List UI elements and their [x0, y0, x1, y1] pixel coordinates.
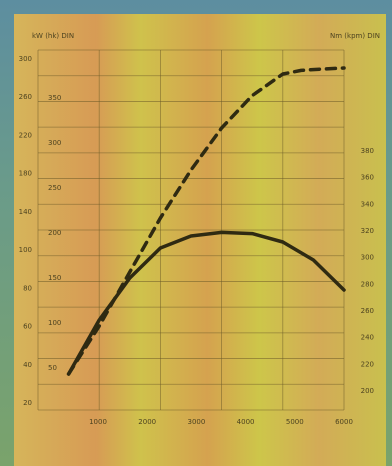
- left-tick-label: 220: [19, 131, 32, 139]
- left-tick-label: 60: [23, 323, 32, 331]
- right-tick-label: 360: [361, 174, 374, 182]
- series-line-1: [66, 230, 346, 376]
- right-tick-label: 220: [361, 360, 374, 368]
- bottom-tick-label: 4000: [237, 418, 255, 426]
- bottom-tick-label: 3000: [187, 418, 205, 426]
- right-tick-label: 380: [361, 147, 374, 155]
- right-tick-label: 320: [361, 227, 374, 235]
- right-tick-label: 340: [361, 200, 374, 208]
- series-line-0: [66, 66, 346, 376]
- right-tick-label: 200: [361, 387, 374, 395]
- chart-panel: kW (hk) DIN Nm (kpm) DIN 300 260 220 180 140 10…: [14, 14, 386, 466]
- left-tick-label: 100: [19, 246, 32, 254]
- bottom-tick-label: 1000: [89, 418, 107, 426]
- hp-label: 250: [48, 184, 61, 192]
- left-tick-label: 140: [19, 208, 32, 216]
- bottom-tick-label: 2000: [138, 418, 156, 426]
- hp-label: 150: [48, 274, 61, 282]
- hp-label: 350: [48, 94, 61, 102]
- left-tick-label: 80: [23, 284, 32, 292]
- hp-label: 300: [48, 139, 61, 147]
- hp-label: 200: [48, 229, 61, 237]
- left-tick-label: 180: [19, 170, 32, 178]
- hp-label: 50: [48, 364, 57, 372]
- chart-svg: kW (hk) DIN Nm (kpm) DIN 300 260 220 180 140 10…: [19, 32, 380, 426]
- right-axis-label: Nm (kpm) DIN: [330, 32, 380, 40]
- right-tick-label: 240: [361, 334, 374, 342]
- right-tick-label: 300: [361, 254, 374, 262]
- bottom-tick-label: 5000: [286, 418, 304, 426]
- hp-label: 100: [48, 319, 61, 327]
- right-tick-label: 260: [361, 307, 374, 315]
- left-axis-label: kW (hk) DIN: [32, 32, 74, 40]
- right-tick-label: 280: [361, 280, 374, 288]
- left-tick-label: 260: [19, 93, 32, 101]
- left-tick-label: 40: [23, 361, 32, 369]
- bottom-tick-label: 6000: [335, 418, 353, 426]
- left-tick-label: 20: [23, 399, 32, 407]
- left-tick-label: 300: [19, 55, 32, 63]
